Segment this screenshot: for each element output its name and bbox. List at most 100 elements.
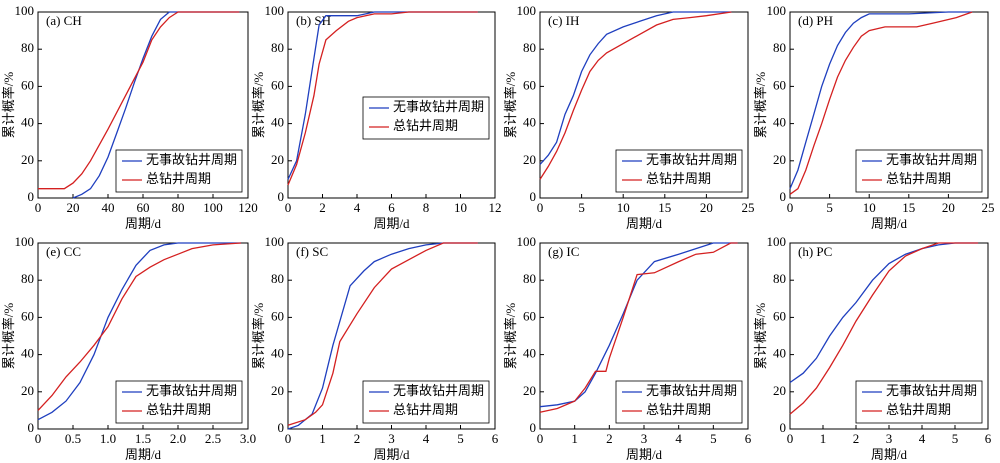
x-tick-label: 0: [35, 200, 42, 215]
legend-label: 无事故钻井周期: [146, 152, 237, 167]
y-tick-label: 0: [780, 420, 787, 435]
x-axis-label: 周期/d: [626, 216, 663, 231]
x-tick-label: 120: [238, 200, 258, 215]
legend-box: [855, 149, 983, 193]
series-line: [789, 11, 973, 195]
y-axis-label: 累计概率/%: [503, 72, 518, 139]
y-tick-label: 40: [773, 346, 786, 361]
x-tick-label: 0.5: [65, 431, 81, 446]
y-tick-label: 20: [773, 383, 786, 398]
y-tick-label: 80: [773, 40, 786, 55]
series-line: [37, 242, 241, 421]
x-tick-label: 0: [537, 200, 544, 215]
x-axis-label: 周期/d: [871, 216, 908, 231]
x-tick-label: 6: [985, 431, 992, 446]
x-tick-label: 3: [641, 431, 648, 446]
legend-label: 无事故钻井周期: [393, 99, 484, 114]
y-tick-label: 100: [265, 3, 285, 18]
panel-title: (f) SC: [296, 244, 328, 259]
y-tick-label: 60: [773, 308, 786, 323]
legend-label: 无事故钻井周期: [646, 383, 737, 398]
x-tick-label: 4: [423, 431, 430, 446]
y-tick-label: 100: [517, 234, 537, 249]
panel-title: (a) CH: [46, 13, 82, 28]
x-tick-label: 0: [787, 200, 794, 215]
x-tick-label: 80: [172, 200, 185, 215]
y-tick-label: 80: [773, 271, 786, 286]
y-axis-label: 累计概率/%: [251, 72, 266, 139]
x-tick-label: 5: [826, 200, 833, 215]
series-line: [37, 242, 242, 411]
y-tick-label: 80: [21, 40, 34, 55]
series-line: [539, 242, 738, 413]
x-tick-label: 2: [853, 431, 860, 446]
y-axis-label: 累计概率/%: [753, 303, 768, 370]
x-tick-label: 15: [902, 200, 915, 215]
x-axis-label: 周期/d: [373, 216, 410, 231]
x-tick-label: 5: [457, 431, 464, 446]
series-line: [72, 11, 240, 199]
legend-label: 总钻井周期: [886, 171, 951, 186]
y-tick-label: 40: [271, 115, 284, 130]
legend-label: 总钻井周期: [146, 171, 211, 186]
series-line: [789, 11, 973, 189]
y-tick-label: 60: [271, 77, 284, 92]
x-tick-label: 10: [617, 200, 630, 215]
legend-box: [855, 380, 983, 424]
y-tick-label: 80: [523, 271, 536, 286]
x-axis-label: 周期/d: [871, 447, 908, 462]
series-line: [287, 11, 478, 186]
y-tick-label: 20: [21, 383, 34, 398]
x-tick-label: 1.0: [100, 431, 116, 446]
legend-box: [615, 149, 743, 193]
y-tick-label: 40: [271, 346, 284, 361]
panel: 0 20 40 60 80 100 0 1 2 3 4 5 6 周期/d 累计概率/% (g) IC 无事故钻井…: [503, 234, 752, 462]
y-tick-label: 0: [278, 420, 285, 435]
y-tick-label: 40: [523, 115, 536, 130]
legend-label: 无事故钻井周期: [146, 383, 237, 398]
panel: 0 20 40 60 80 100 0 5 10 15 20 25 周期/d 累计概率/% (c) IH 无事…: [503, 3, 755, 231]
y-tick-label: 60: [271, 308, 284, 323]
y-tick-label: 100: [767, 234, 787, 249]
legend-box: [615, 380, 743, 424]
x-tick-label: 5: [710, 431, 717, 446]
y-tick-label: 0: [780, 189, 787, 204]
x-tick-label: 2: [319, 200, 326, 215]
x-tick-label: 5: [952, 431, 959, 446]
y-tick-label: 80: [523, 40, 536, 55]
y-tick-label: 60: [21, 308, 34, 323]
x-tick-label: 3: [886, 431, 893, 446]
x-tick-label: 6: [745, 431, 752, 446]
y-tick-label: 60: [21, 77, 34, 92]
x-tick-label: 0: [787, 431, 794, 446]
y-tick-label: 60: [773, 77, 786, 92]
x-tick-label: 1: [319, 431, 326, 446]
y-tick-label: 20: [523, 383, 536, 398]
x-tick-label: 1: [571, 431, 578, 446]
x-tick-label: 6: [492, 431, 499, 446]
y-tick-label: 100: [15, 234, 35, 249]
panel: 0 20 40 60 80 100 0 2 4 6 8 10 12 周期/d 累计概率/% (b) SH 无事故…: [251, 3, 502, 231]
y-tick-label: 60: [523, 77, 536, 92]
legend-box: [115, 149, 243, 193]
x-tick-label: 0: [285, 431, 292, 446]
legend-label: 总钻井周期: [646, 171, 711, 186]
x-tick-label: 20: [942, 200, 955, 215]
x-tick-label: 15: [658, 200, 671, 215]
x-tick-label: 1.5: [135, 431, 151, 446]
series-line: [287, 242, 478, 426]
x-tick-label: 25: [742, 200, 755, 215]
x-tick-label: 10: [454, 200, 467, 215]
x-tick-label: 0: [35, 431, 42, 446]
y-tick-label: 20: [271, 383, 284, 398]
x-tick-label: 2.0: [170, 431, 186, 446]
panel: 0 20 40 60 80 100 0 20 40 60 80 100 120 周期/d 累计概率/% (a)…: [1, 3, 258, 231]
x-tick-label: 6: [388, 200, 395, 215]
panel-title: (b) SH: [296, 13, 331, 28]
y-tick-label: 0: [530, 189, 537, 204]
panel: 0 20 40 60 80 100 0 0.5 1.0 1.5 2.0 2.5 3.0 周期/d 累计概率/…: [1, 234, 256, 462]
panel-title: (g) IC: [548, 244, 579, 259]
y-axis-label: 累计概率/%: [753, 72, 768, 139]
legend-label: 无事故钻井周期: [646, 152, 737, 167]
